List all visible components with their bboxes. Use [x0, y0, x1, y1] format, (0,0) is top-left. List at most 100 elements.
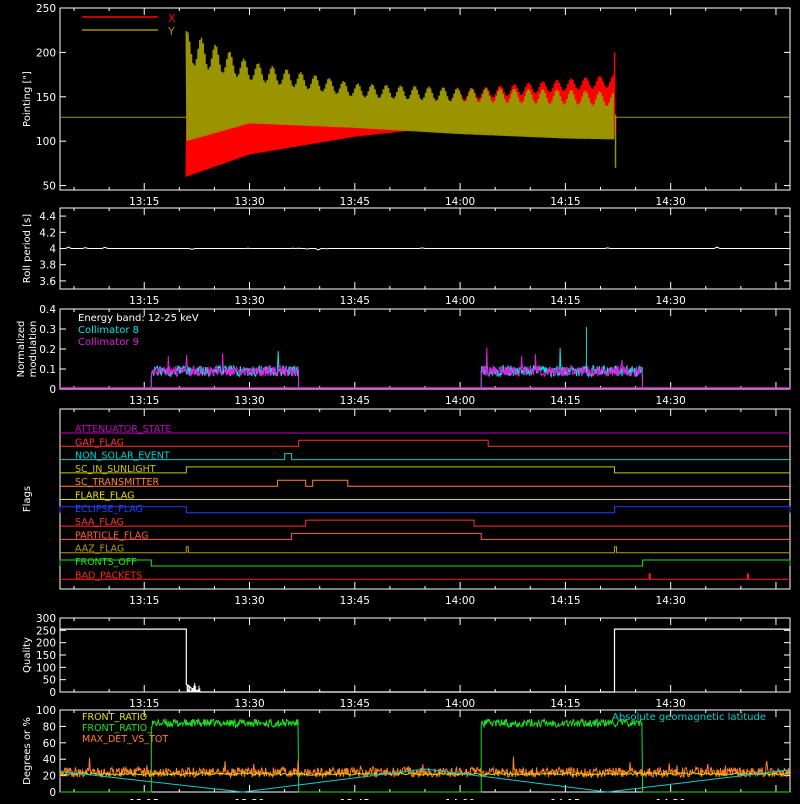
y-tick-label: 100: [36, 136, 56, 148]
x-tick-label: 13:45: [340, 395, 370, 407]
series-collimator-8: [150, 351, 300, 390]
y-tick-label: 4: [49, 244, 56, 256]
x-tick-label: 13:30: [234, 196, 264, 208]
series-y-line: [185, 31, 615, 141]
series-geomagnetic-latitude: [59, 768, 791, 793]
y-tick-label: 200: [36, 47, 56, 59]
y-tick-label: 250: [36, 625, 56, 637]
flag-label: SAA_FLAG: [75, 517, 124, 528]
quality-line: [60, 628, 790, 693]
y-tick-label: 3.8: [39, 260, 56, 272]
x-tick-label: 14:30: [656, 295, 686, 307]
x-tick-label: 14:30: [656, 595, 686, 607]
x-tick-label: 13:15: [129, 698, 159, 710]
y-tick-label: 40: [43, 754, 56, 766]
y-tick-label: 300: [36, 613, 56, 625]
x-tick-label: 14:15: [550, 295, 580, 307]
x-tick-label: 13:15: [129, 295, 159, 307]
flag-label: ECLIPSE_FLAG: [75, 504, 143, 515]
x-tick-label: 14:00: [445, 196, 475, 208]
y-tick-label: 250: [36, 3, 56, 15]
x-tick-label: 14:15: [550, 698, 580, 710]
x-tick-label: 14:30: [656, 395, 686, 407]
y-tick-label: 200: [36, 638, 56, 650]
y-tick-label: 4.2: [39, 227, 56, 239]
series-front-ratio-2: [60, 717, 790, 793]
y-tick-label: 0: [49, 787, 56, 799]
flag-label: PARTICLE_FLAG: [75, 530, 148, 541]
x-tick-label: 14:15: [550, 395, 580, 407]
flag-line: [60, 466, 790, 474]
y-axis-label: Roll period [s]: [22, 214, 33, 283]
y-axis-label: Quality: [22, 637, 33, 673]
y-tick-label: 0.1: [39, 364, 56, 376]
y-tick-label: 50: [43, 181, 56, 193]
flag-label: GAP_FLAG: [75, 437, 124, 448]
flag-line: [60, 519, 790, 527]
x-tick-label: 13:30: [234, 295, 264, 307]
y-tick-label: 0.2: [39, 344, 56, 356]
panel-modulation: 13:15 13:30 13:45 14:00 14:15 14:30 Normalized…: [16, 304, 791, 407]
y-tick-label: 60: [43, 738, 56, 750]
x-tick-label: 14:00: [445, 295, 475, 307]
legend-label: Collimator 8: [78, 325, 139, 336]
series-collimator-9: [150, 353, 300, 390]
x-tick-label: 14:00: [445, 595, 475, 607]
x-tick-label: 13:45: [340, 196, 370, 208]
x-tick-label: 14:15: [550, 196, 580, 208]
flag-label: BAD_PACKETS: [75, 570, 142, 581]
x-tick-label: 14:00: [445, 698, 475, 710]
legend-label: Collimator 9: [78, 337, 139, 348]
flag-line: [60, 479, 790, 487]
y-tick-label: 0: [49, 687, 56, 699]
y-tick-label: 150: [36, 650, 56, 662]
legend-label: X: [168, 12, 176, 25]
panel-quality: 13:15 13:30 13:45 14:00 14:15 14:30 Quality 050…: [22, 613, 791, 710]
legend-label: Y: [167, 25, 175, 38]
x-tick-label: 13:15: [129, 595, 159, 607]
legend-label: Energy band: 12-25 keV: [78, 313, 199, 324]
y-tick-label: 3.6: [39, 276, 56, 288]
y-tick-label: 20: [43, 771, 56, 783]
x-tick-label: 13:30: [234, 395, 264, 407]
legend-label: FRONT_RATIO: [82, 712, 147, 723]
flag-line: [60, 439, 790, 447]
flag-line: [60, 546, 790, 554]
y-tick-label: 80: [43, 721, 56, 733]
x-tick-label: 13:30: [234, 595, 264, 607]
series-front-ratio: [59, 772, 789, 776]
y-tick-label: 100: [36, 662, 56, 674]
annotation-label: Absolute geomagnetic latitude: [612, 712, 766, 723]
flag-line: [60, 532, 790, 540]
flag-label: FLARE_FLAG: [75, 491, 135, 502]
flag-line: [60, 453, 790, 461]
flag-label: ATTENUATOR_STATE: [75, 424, 171, 435]
y-axis-label: Normalized: [16, 321, 27, 378]
x-tick-label: 14:30: [656, 196, 686, 208]
y-axis-label: Degrees or %: [22, 717, 33, 785]
y-tick-label: 0.4: [39, 304, 56, 316]
y-axis-label: Flags: [22, 486, 33, 512]
y-tick-label: 100: [36, 705, 56, 717]
panel-pointing: 13:15 13:30 13:45 14:00 14:15 14:30 Pointing […: [22, 3, 791, 208]
flag-label: AAZ_FLAG: [75, 544, 124, 555]
y-tick-label: 150: [36, 92, 56, 104]
y-tick-label: 50: [43, 675, 56, 687]
flag-line: [59, 506, 791, 514]
legend-label: FRONT_RATIO_: [82, 723, 152, 734]
y-tick-label: 0.3: [39, 324, 56, 336]
roll-period-line: [60, 246, 790, 251]
x-tick-label: 13:45: [340, 595, 370, 607]
y-axis-label: modulation: [28, 321, 39, 378]
y-tick-label: 0: [49, 384, 56, 396]
x-tick-label: 13:45: [340, 698, 370, 710]
y-tick-label: 4.4: [39, 211, 56, 223]
y-axis-label: Pointing ["]: [22, 71, 33, 127]
legend-label: MAX_DET_VS_TOT: [82, 734, 168, 745]
x-tick-label: 13:15: [129, 196, 159, 208]
x-tick-label: 14:30: [656, 698, 686, 710]
x-tick-label: 13:30: [234, 698, 264, 710]
